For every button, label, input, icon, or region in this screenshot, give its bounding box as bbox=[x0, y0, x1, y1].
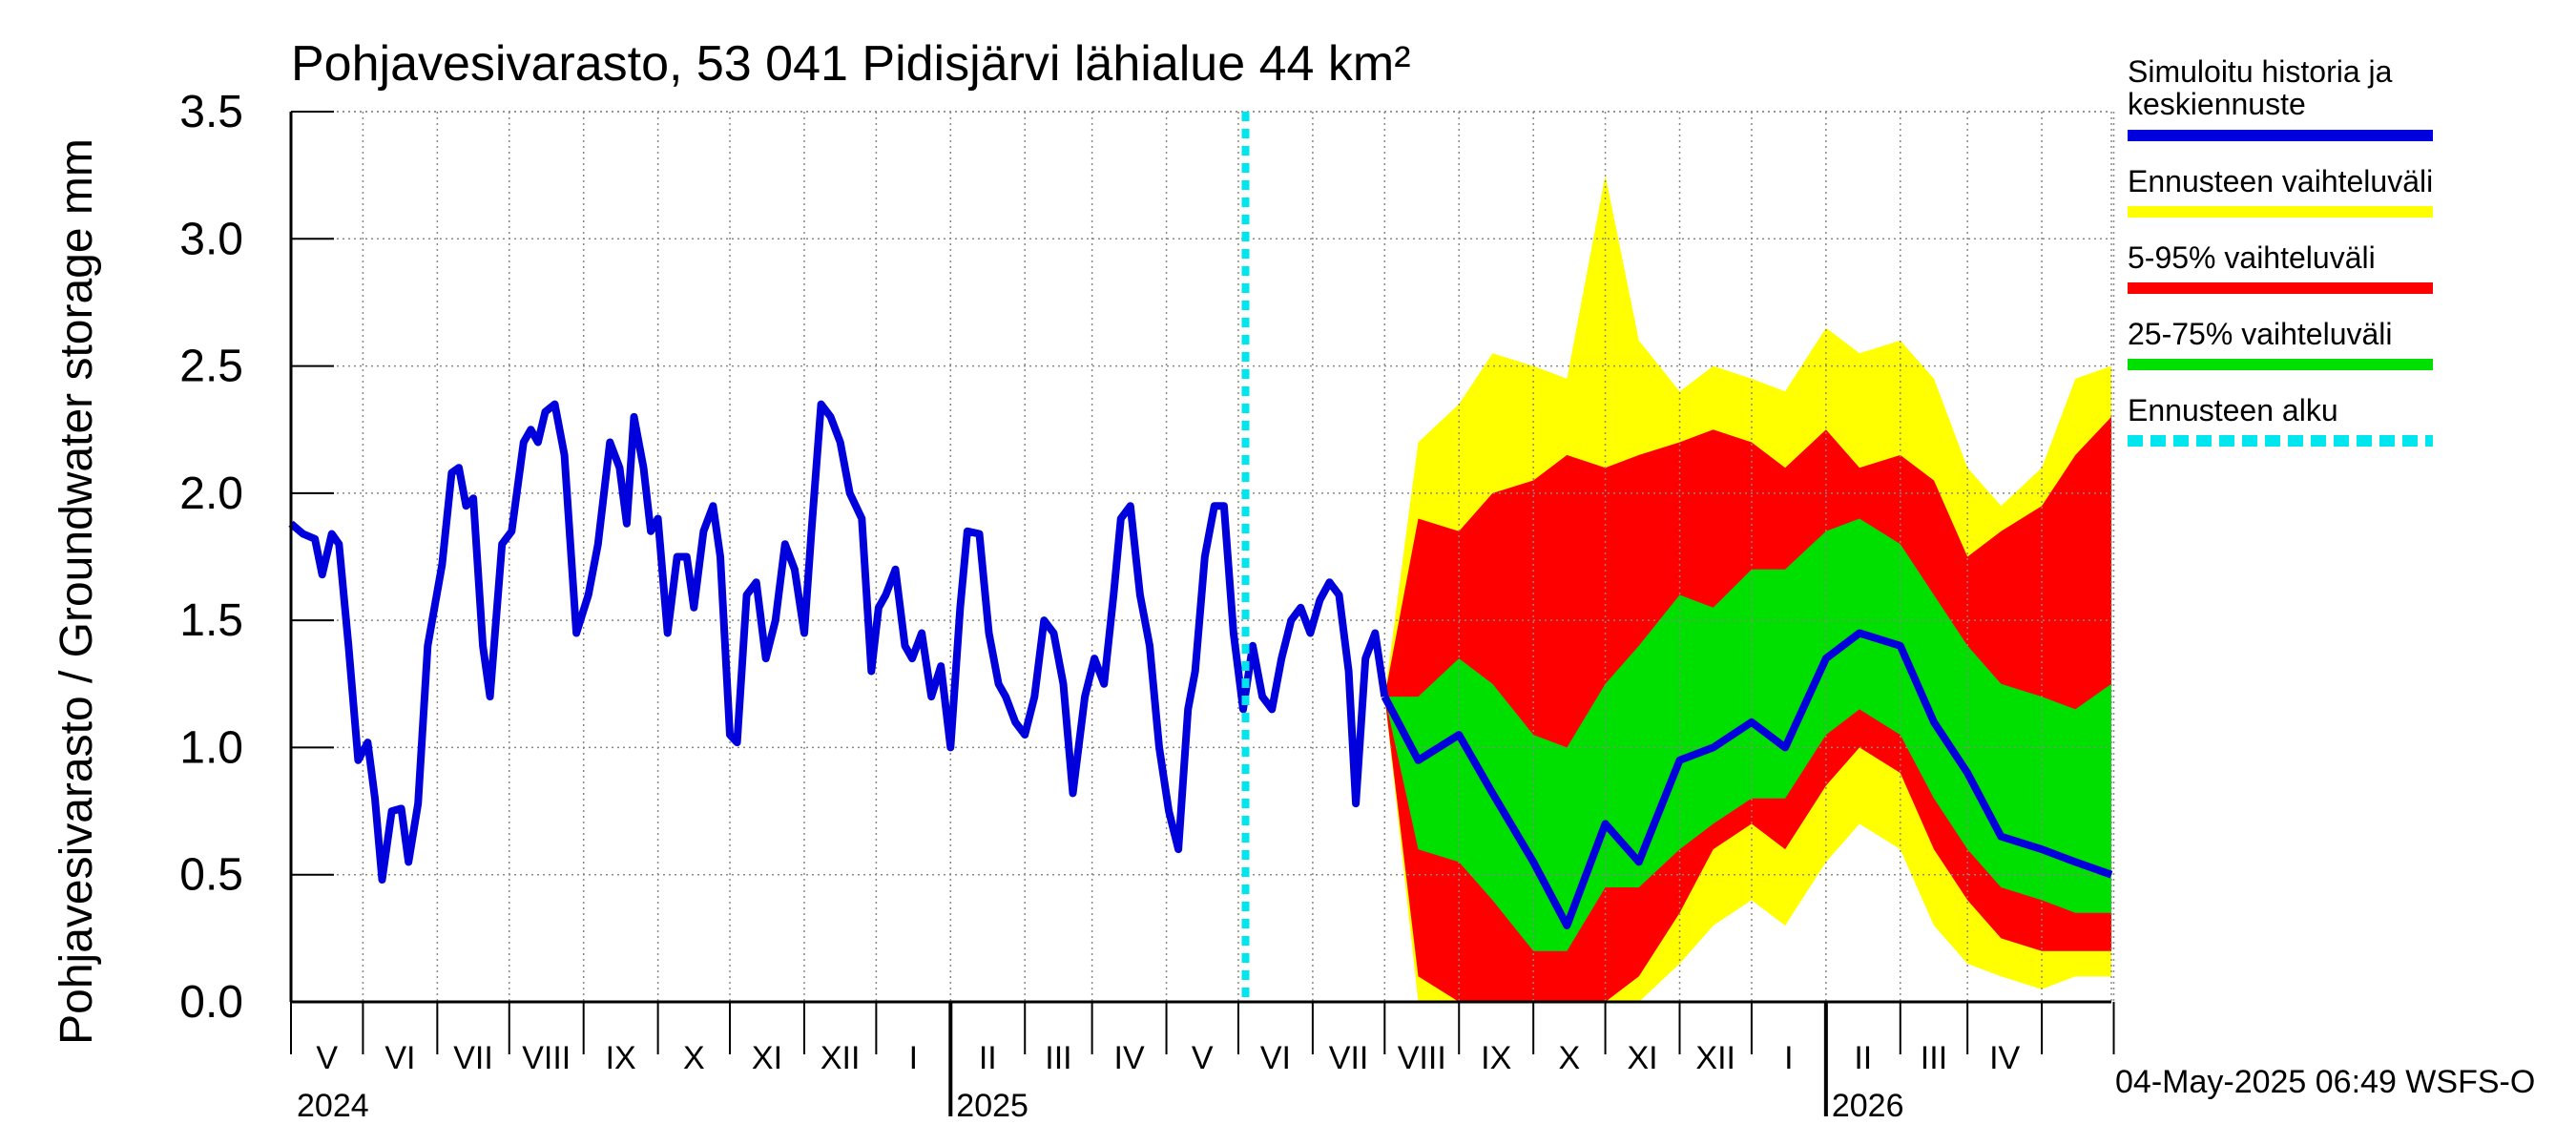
month-label: I bbox=[1784, 1040, 1793, 1076]
median-forecast-line bbox=[1381, 629, 2113, 929]
month-label: IV bbox=[1989, 1040, 2020, 1076]
month-label: I bbox=[909, 1040, 918, 1076]
band-25-75 bbox=[1384, 518, 2111, 951]
month-label: X bbox=[1559, 1040, 1581, 1076]
month-label: V bbox=[1192, 1040, 1214, 1076]
month-label: XI bbox=[1627, 1040, 1657, 1076]
y-tick-label: 2.5 bbox=[179, 342, 243, 392]
year-label: 2025 bbox=[956, 1088, 1028, 1124]
y-tick-label: 0.5 bbox=[179, 850, 243, 901]
y-tick-label: 1.5 bbox=[179, 595, 243, 646]
y-tick-label: 3.0 bbox=[179, 214, 243, 264]
month-label: IV bbox=[1114, 1040, 1145, 1076]
y-tick-label: 0.0 bbox=[179, 977, 243, 1028]
y-tick-label: 3.5 bbox=[179, 87, 243, 137]
y-axis-label: Pohjavesivarasto / Groundwater storage m… bbox=[52, 138, 102, 1045]
month-label: VI bbox=[384, 1040, 415, 1076]
legend-label: Ennusteen vaihteluväli bbox=[2128, 164, 2433, 198]
history-line bbox=[288, 400, 1389, 884]
y-tick-label: 2.0 bbox=[179, 468, 243, 519]
legend-label: 5-95% vaihteluväli bbox=[2128, 240, 2376, 275]
axes: V VI VII VIII IX X XI XII I II III IV V VI VII VIII IX X X… bbox=[179, 87, 2115, 1124]
month-label: VI bbox=[1260, 1040, 1291, 1076]
month-label: VIII bbox=[522, 1040, 571, 1076]
month-label: XI bbox=[752, 1040, 782, 1076]
legend-label: keskiennuste bbox=[2128, 87, 2306, 121]
month-label: IX bbox=[1481, 1040, 1511, 1076]
month-label: V bbox=[316, 1040, 338, 1076]
legend-label: Ennusteen alku bbox=[2128, 393, 2338, 427]
chart-title: Pohjavesivarasto, 53 041 Pidisjärvi lähi… bbox=[291, 36, 1411, 92]
month-label: II bbox=[979, 1040, 997, 1076]
month-label: VIII bbox=[1398, 1040, 1446, 1076]
series-lines bbox=[288, 112, 2113, 1002]
month-label: II bbox=[1854, 1040, 1872, 1076]
month-label: X bbox=[683, 1040, 705, 1076]
legend-label: Simuloitu historia ja bbox=[2128, 54, 2393, 89]
month-label: XII bbox=[1695, 1040, 1735, 1076]
footer-timestamp: 04-May-2025 06:49 WSFS-O bbox=[2115, 1064, 2535, 1100]
month-label: III bbox=[1921, 1040, 1947, 1076]
month-label: XII bbox=[821, 1040, 861, 1076]
month-label: VII bbox=[453, 1040, 493, 1076]
y-tick-label: 1.0 bbox=[179, 722, 243, 773]
month-label: IX bbox=[606, 1040, 636, 1076]
forecast-bands bbox=[1384, 175, 2111, 1003]
month-label: VII bbox=[1329, 1040, 1369, 1076]
month-label: III bbox=[1045, 1040, 1071, 1076]
year-label: 2026 bbox=[1832, 1088, 1904, 1124]
year-label: 2024 bbox=[297, 1088, 369, 1124]
legend-label: 25-75% vaihteluväli bbox=[2128, 317, 2393, 351]
